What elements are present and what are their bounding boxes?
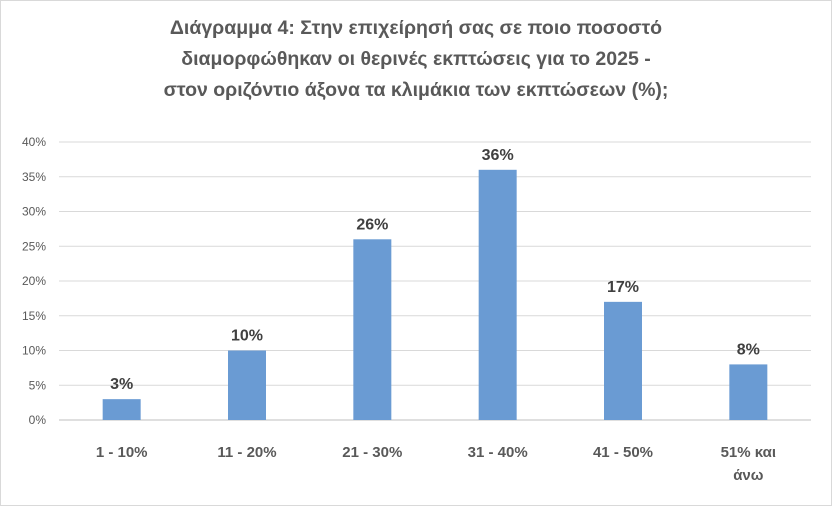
y-tick-label: 5% <box>29 378 47 392</box>
y-tick-label: 15% <box>22 309 46 323</box>
y-tick-label: 20% <box>22 274 46 288</box>
y-tick-label: 0% <box>29 413 47 427</box>
bar <box>102 399 141 420</box>
data-label: 8% <box>737 341 760 358</box>
x-category-label: 11 - 20% <box>217 444 276 461</box>
data-label: 17% <box>607 279 639 296</box>
data-label: 36% <box>482 147 514 164</box>
data-label: 3% <box>110 376 133 393</box>
x-category-label: 1 - 10% <box>96 444 148 461</box>
y-tick-label: 35% <box>22 170 46 184</box>
data-label: 26% <box>356 216 388 233</box>
x-category-label: 31 - 40% <box>468 444 528 461</box>
x-category-label: 21 - 30% <box>342 444 402 461</box>
bar <box>478 169 517 420</box>
bar <box>228 350 266 420</box>
chart-title: Διάγραμμα 4: Στην επιχείρησή σας σε ποιο… <box>1 13 831 106</box>
x-category-label: άνω <box>733 467 764 484</box>
chart-title-line-1: Διάγραμμα 4: Στην επιχείρησή σας σε ποιο… <box>169 17 663 39</box>
bar <box>729 364 768 420</box>
chart-title-line-2: διαμορφώθηκαν οι θερινές εκπτώσεις για τ… <box>181 48 651 70</box>
y-tick-label: 40% <box>22 135 46 149</box>
y-tick-label: 25% <box>22 239 46 253</box>
y-tick-label: 10% <box>22 344 46 358</box>
chart-title-line-3: στον οριζόντιο άξονα τα κλιμάκια των εκπ… <box>163 79 669 101</box>
data-label: 10% <box>231 328 263 345</box>
x-category-label: 41 - 50% <box>593 444 653 461</box>
y-tick-label: 30% <box>22 205 46 219</box>
bar <box>604 301 642 420</box>
x-category-label: 51% και <box>721 444 776 461</box>
bar <box>353 239 392 420</box>
